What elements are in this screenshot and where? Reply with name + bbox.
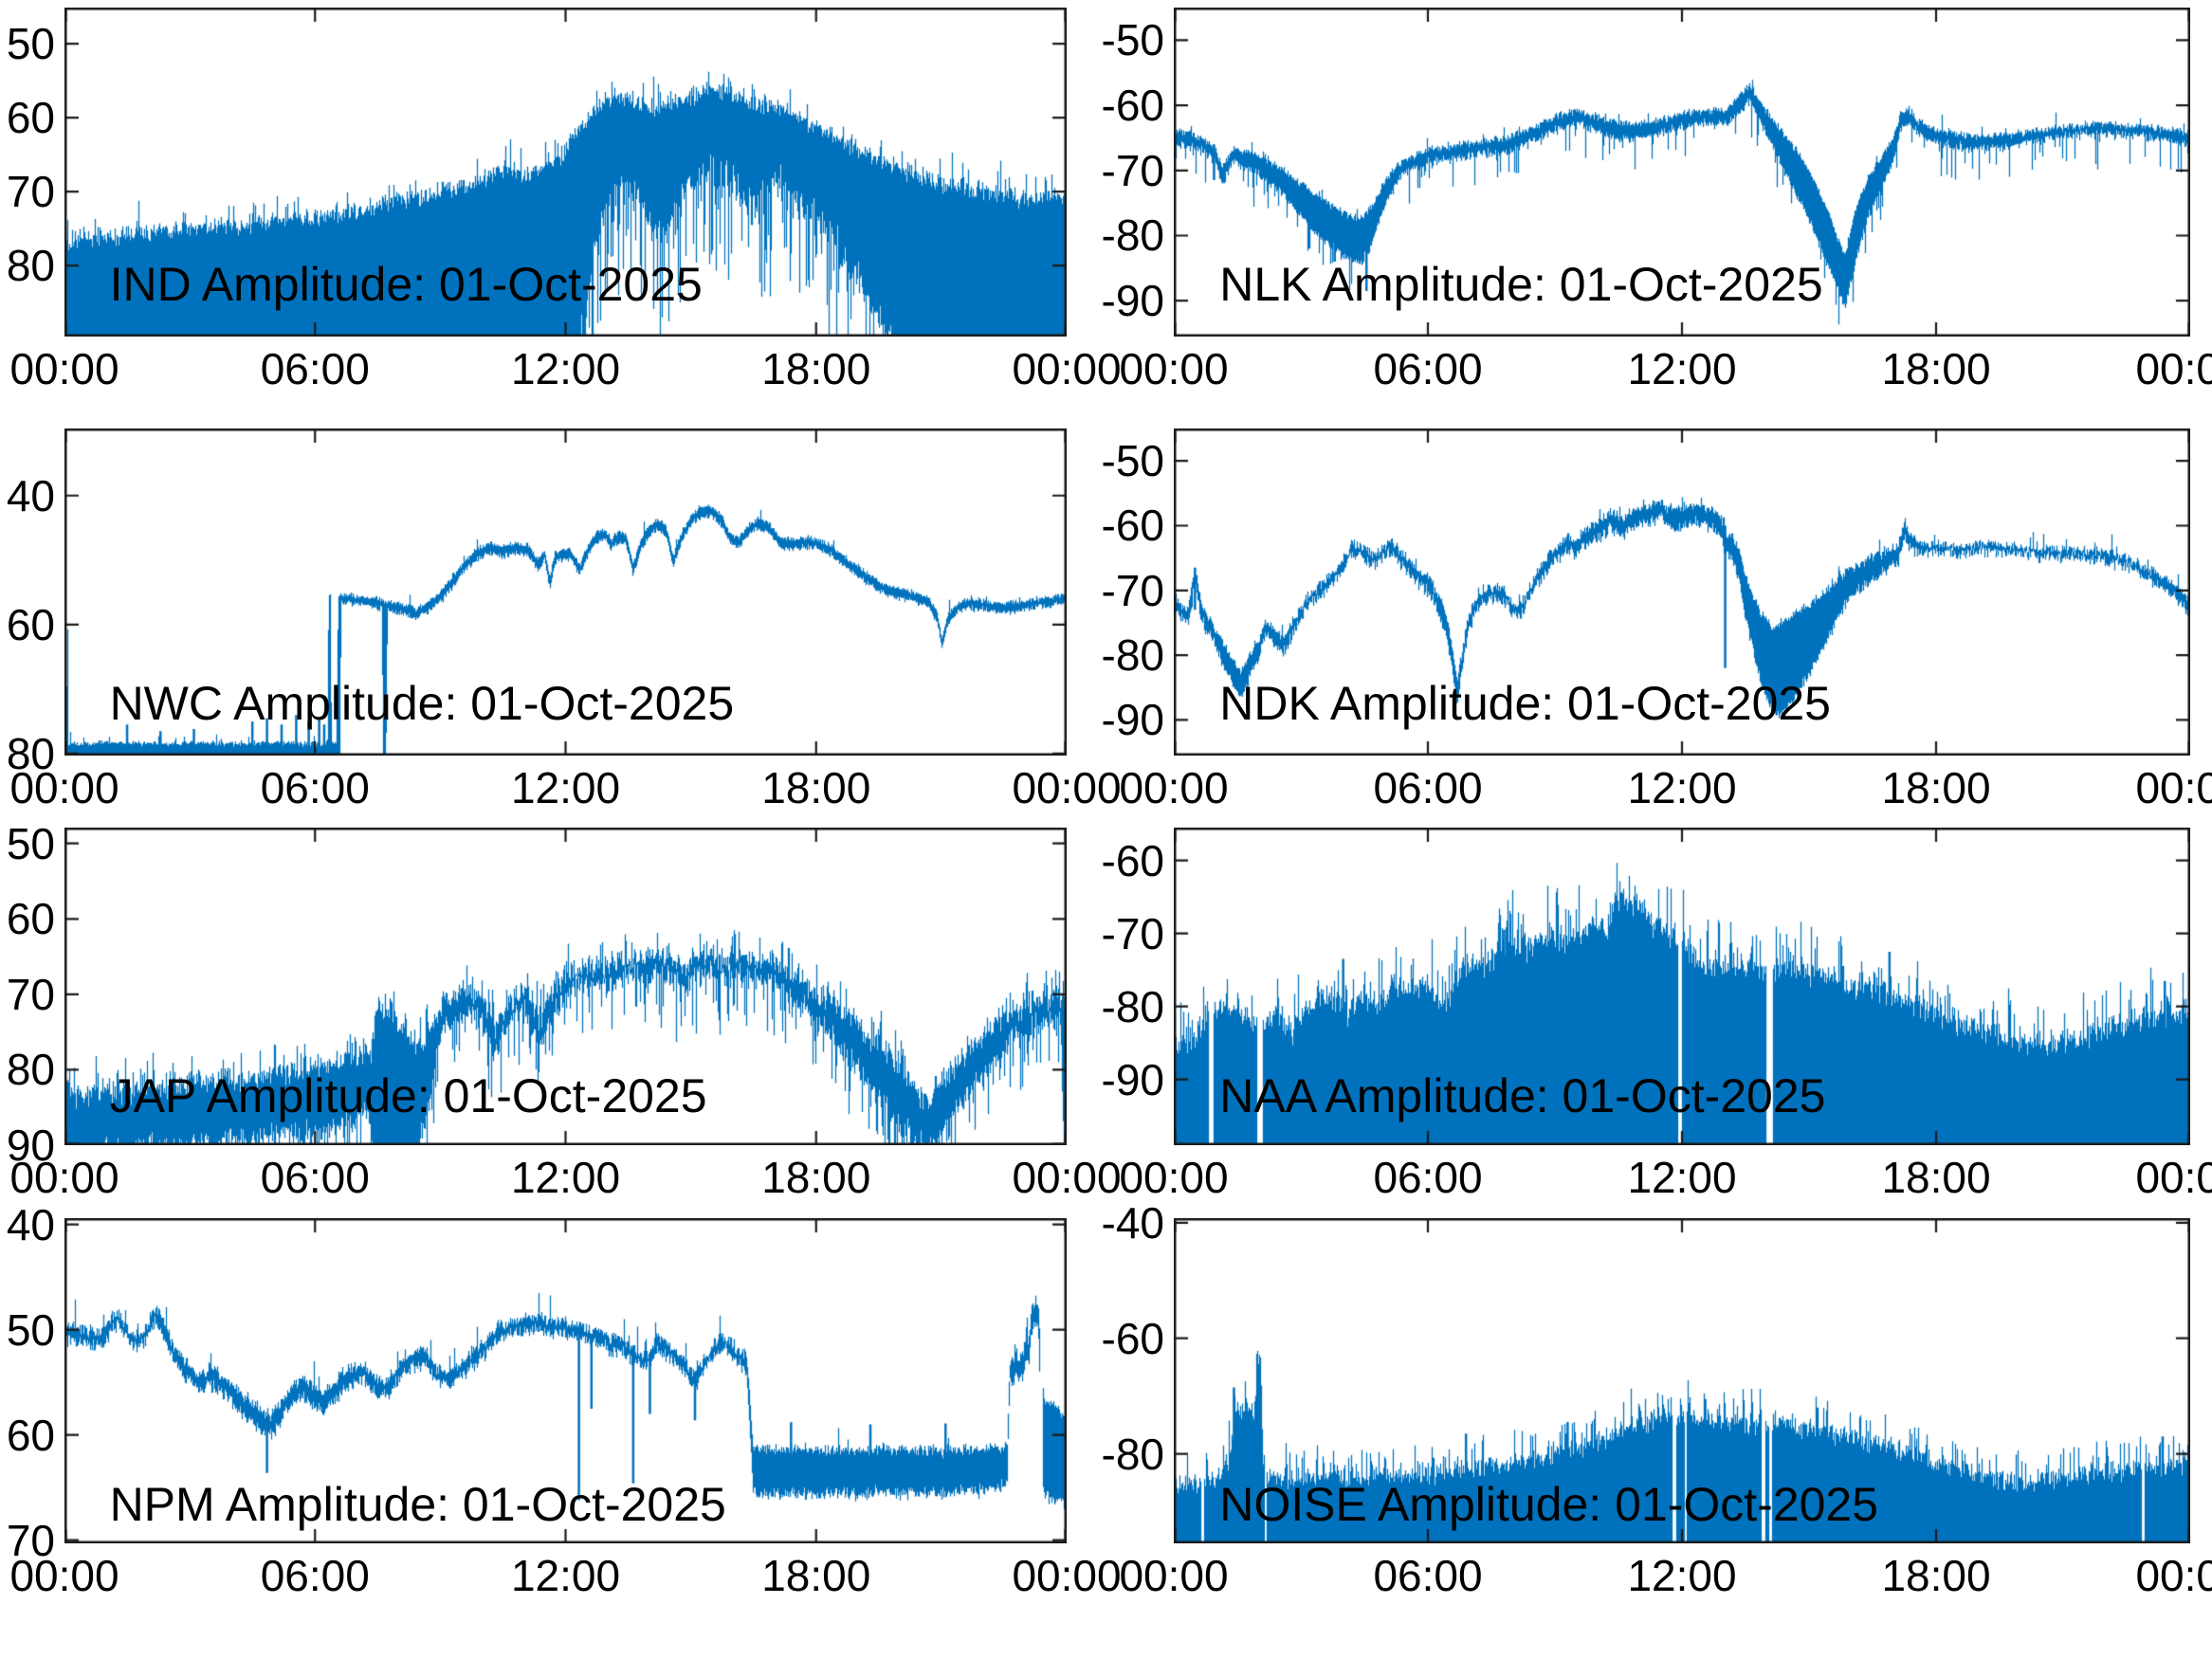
- y-tick-label-JAP: 60: [6, 894, 55, 944]
- y-tick-label-IND: 80: [6, 241, 55, 291]
- x-tick-label: 12:00: [510, 1551, 621, 1600]
- x-tick-label: 18:00: [1881, 763, 1991, 812]
- plot-title-NAA: NAA Amplitude: 01-Oct-2025: [1219, 1068, 1826, 1122]
- y-tick-label-NAA: -60: [1101, 835, 1164, 885]
- x-tick-label: 06:00: [260, 1551, 370, 1600]
- x-tick-label: 18:00: [761, 1551, 871, 1600]
- x-tick-label: 18:00: [761, 1153, 871, 1202]
- plot-canvas-NDK: [1174, 428, 2190, 756]
- x-tick-label: 18:00: [1881, 344, 1991, 393]
- x-tick-label: 18:00: [761, 344, 871, 393]
- x-tick-label: 06:00: [260, 1153, 370, 1202]
- plot-title-NLK: NLK Amplitude: 01-Oct-2025: [1219, 257, 1823, 311]
- y-tick-label-NAA: -80: [1101, 981, 1164, 1031]
- y-tick-label-NLK: -60: [1101, 81, 1164, 131]
- y-tick-label-NWC: 60: [6, 599, 55, 649]
- x-tick-label: 12:00: [1627, 344, 1737, 393]
- y-tick-label-JAP: 50: [6, 818, 55, 868]
- x-tick-label: 18:00: [761, 763, 871, 812]
- y-tick-label-NWC: 80: [6, 728, 55, 778]
- y-tick-label-NDK: -90: [1101, 695, 1164, 745]
- y-tick-label-IND: 60: [6, 93, 55, 143]
- y-tick-label-NLK: -50: [1101, 15, 1164, 65]
- y-tick-label-NAA: -90: [1101, 1054, 1164, 1104]
- x-tick-label: 00:00: [2135, 1153, 2212, 1202]
- y-tick-label-NLK: -70: [1101, 145, 1164, 195]
- y-tick-label-NDK: -70: [1101, 565, 1164, 615]
- y-tick-label-JAP: 70: [6, 969, 55, 1019]
- y-tick-label-NPM: 60: [6, 1410, 55, 1460]
- y-tick-label-NPM: 70: [6, 1515, 55, 1565]
- x-tick-label: 12:00: [1627, 763, 1737, 812]
- x-tick-label: 00:00: [9, 763, 119, 812]
- y-tick-label-NOISE: -60: [1101, 1313, 1164, 1363]
- x-tick-label: 00:00: [9, 1153, 119, 1202]
- y-tick-label-NOISE: -80: [1101, 1429, 1164, 1479]
- x-tick-label: 00:00: [9, 1551, 119, 1600]
- plot-canvas-NAA: [1174, 828, 2190, 1145]
- x-tick-label: 00:00: [1012, 1153, 1122, 1202]
- x-tick-label: 06:00: [1373, 763, 1483, 812]
- x-tick-label: 06:00: [1373, 344, 1483, 393]
- x-tick-label: 00:00: [2135, 763, 2212, 812]
- x-tick-label: 00:00: [1119, 1551, 1229, 1600]
- y-tick-label-NPM: 40: [6, 1199, 55, 1249]
- x-tick-label: 18:00: [1881, 1551, 1991, 1600]
- x-tick-label: 12:00: [1627, 1153, 1737, 1202]
- y-tick-label-NDK: -80: [1101, 630, 1164, 681]
- x-tick-label: 06:00: [260, 763, 370, 812]
- x-tick-label: 00:00: [1119, 1153, 1229, 1202]
- x-tick-label: 12:00: [510, 763, 621, 812]
- x-tick-label: 00:00: [2135, 1551, 2212, 1600]
- x-tick-label: 00:00: [2135, 344, 2212, 393]
- x-tick-label: 00:00: [9, 344, 119, 393]
- y-tick-label-NAA: -70: [1101, 908, 1164, 958]
- y-tick-label-IND: 50: [6, 19, 55, 69]
- y-tick-label-NPM: 50: [6, 1304, 55, 1355]
- plot-title-JAP: JAP Amplitude: 01-Oct-2025: [109, 1068, 707, 1122]
- x-tick-label: 18:00: [1881, 1153, 1991, 1202]
- y-tick-label-NDK: -50: [1101, 436, 1164, 486]
- plot-title-NPM: NPM Amplitude: 01-Oct-2025: [109, 1478, 726, 1532]
- y-tick-label-JAP: 80: [6, 1045, 55, 1095]
- y-tick-label-NLK: -80: [1101, 210, 1164, 261]
- x-tick-label: 12:00: [510, 344, 621, 393]
- x-tick-label: 00:00: [1012, 344, 1122, 393]
- plot-canvas-IND: [64, 8, 1067, 337]
- x-tick-label: 00:00: [1119, 763, 1229, 812]
- plot-canvas-NOISE: [1174, 1218, 2190, 1543]
- plot-title-NDK: NDK Amplitude: 01-Oct-2025: [1219, 677, 1831, 731]
- plot-canvas-JAP: [64, 828, 1067, 1145]
- x-tick-label: 06:00: [1373, 1551, 1483, 1600]
- y-tick-label-NDK: -60: [1101, 501, 1164, 551]
- y-tick-label-IND: 70: [6, 167, 55, 217]
- y-tick-label-JAP: 90: [6, 1121, 55, 1170]
- x-tick-label: 00:00: [1119, 344, 1229, 393]
- x-tick-label: 12:00: [510, 1153, 621, 1202]
- y-tick-label-NOISE: -40: [1101, 1197, 1164, 1248]
- x-tick-label: 00:00: [1012, 1551, 1122, 1600]
- x-tick-label: 06:00: [1373, 1153, 1483, 1202]
- plot-canvas-NPM: [64, 1218, 1067, 1543]
- plot-title-IND: IND Amplitude: 01-Oct-2025: [109, 257, 703, 311]
- plot-canvas-NLK: [1174, 8, 2190, 337]
- y-tick-label-NLK: -90: [1101, 276, 1164, 326]
- x-tick-label: 12:00: [1627, 1551, 1737, 1600]
- plot-title-NOISE: NOISE Amplitude: 01-Oct-2025: [1219, 1478, 1879, 1532]
- x-tick-label: 00:00: [1012, 763, 1122, 812]
- plot-title-NWC: NWC Amplitude: 01-Oct-2025: [109, 677, 735, 731]
- y-tick-label-NWC: 40: [6, 470, 55, 520]
- plot-canvas-NWC: [64, 428, 1067, 756]
- x-tick-label: 06:00: [260, 344, 370, 393]
